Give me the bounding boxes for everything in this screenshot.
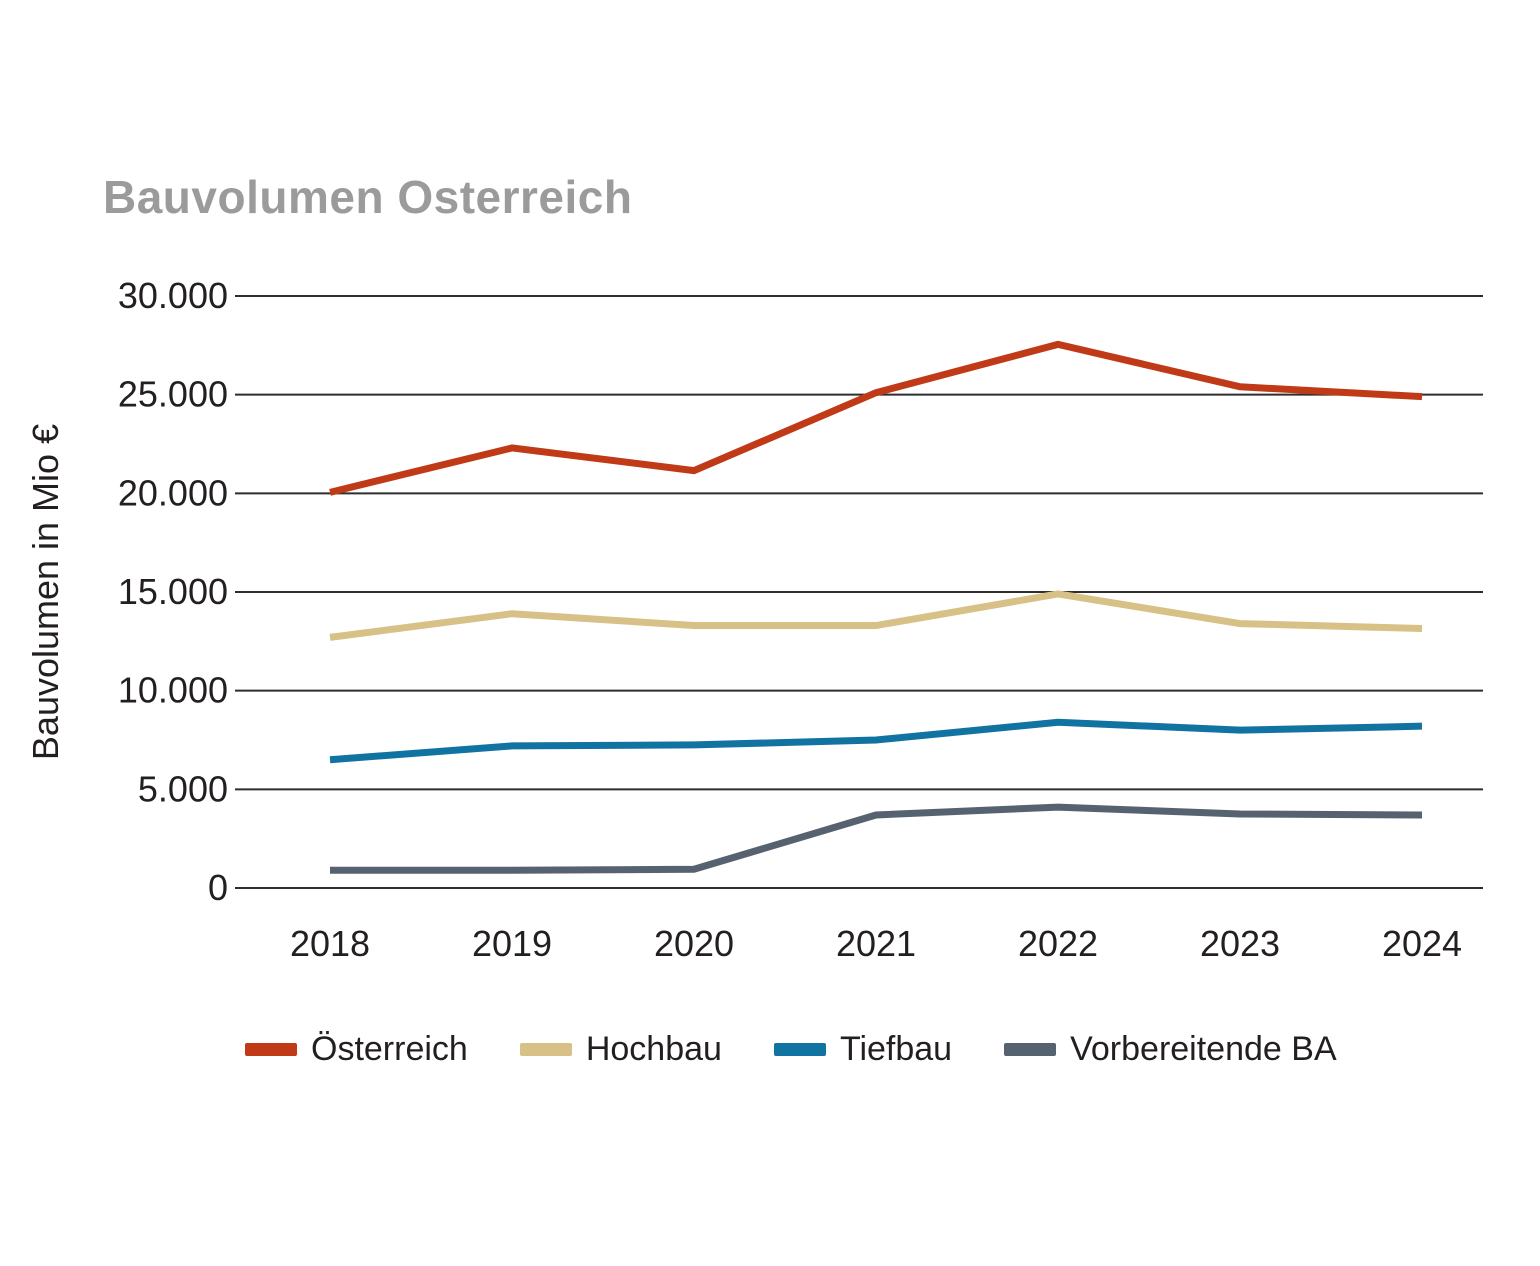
legend-item-hochbau: Hochbau bbox=[519, 1030, 722, 1069]
chart-legend: Österreich Hochbau Tiefbau Vorbereitende BA bbox=[245, 1030, 1495, 1069]
y-axis-title: Bauvolumen in Mio € bbox=[25, 424, 66, 760]
legend-label: Österreich bbox=[311, 1030, 468, 1068]
legend-swatch-icon bbox=[519, 1043, 572, 1056]
y-tick-label: 15.000 bbox=[118, 571, 228, 612]
legend-swatch-icon bbox=[773, 1043, 826, 1056]
series-line--sterreich bbox=[329, 340, 1423, 496]
x-tick-label: 2018 bbox=[290, 923, 370, 964]
legend-item-tiefbau: Tiefbau bbox=[773, 1030, 953, 1069]
x-tick-label: 2023 bbox=[1200, 923, 1280, 964]
x-tick-label: 2019 bbox=[472, 923, 552, 964]
x-tick-label: 2022 bbox=[1018, 923, 1098, 964]
legend-label: Tiefbau bbox=[839, 1030, 953, 1068]
legend-swatch-icon bbox=[245, 1043, 297, 1056]
series-line-hochbau bbox=[329, 590, 1423, 641]
y-tick-label: 25.000 bbox=[118, 374, 228, 415]
chart-title: Bauvolumen Osterreich bbox=[103, 171, 633, 223]
legend-item-vorbereitende-ba: Vorbereitende BA bbox=[1004, 1030, 1337, 1069]
x-tick-label: 2024 bbox=[1382, 923, 1462, 964]
y-tick-label: 30.000 bbox=[118, 275, 228, 316]
x-tick-label: 2020 bbox=[654, 923, 734, 964]
legend-swatch-icon bbox=[1004, 1043, 1057, 1056]
y-tick-label: 10.000 bbox=[118, 670, 228, 711]
series-line-tiefbau bbox=[329, 718, 1423, 764]
x-tick-label: 2021 bbox=[836, 923, 916, 964]
legend-label: Hochbau bbox=[585, 1030, 722, 1068]
y-tick-label: 0 bbox=[208, 867, 228, 908]
legend-item--sterreich: Österreich bbox=[245, 1030, 468, 1069]
y-tick-label: 20.000 bbox=[118, 472, 228, 513]
series-line-vorbereitende-ba bbox=[330, 803, 1423, 874]
y-tick-label: 5.000 bbox=[138, 768, 228, 809]
legend-label: Vorbereitende BA bbox=[1070, 1030, 1337, 1068]
